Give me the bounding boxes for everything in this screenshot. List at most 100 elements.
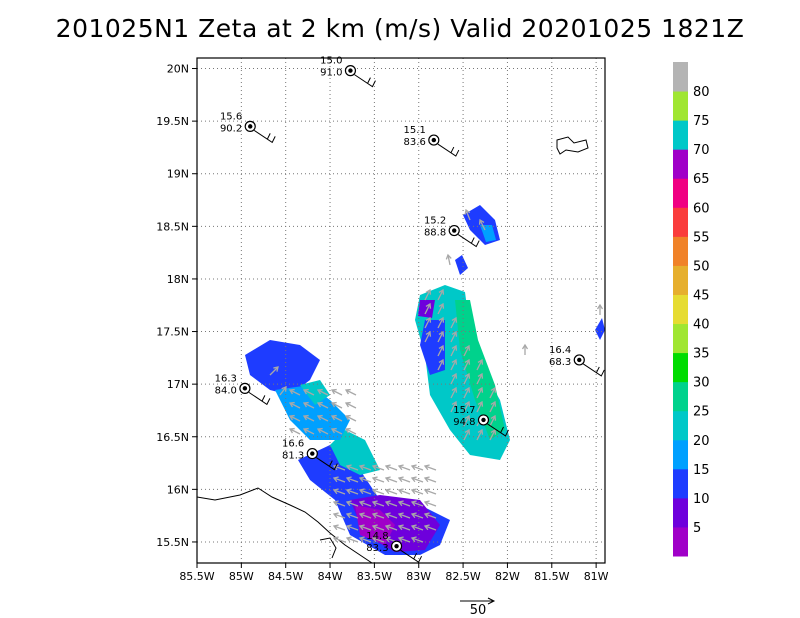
wind-arrow-head [358,488,365,495]
wind-arrow [372,525,385,531]
station-barb [437,143,460,157]
wind-arrow-head [371,500,378,507]
wind-arrow [463,387,470,399]
wind-arrow [359,489,372,495]
y-tick-label: 17N [167,378,189,391]
wind-arrow [359,537,372,543]
wind-arrow-head [410,476,417,483]
wind-arrow-head [438,288,445,295]
wind-arrow-head [464,428,471,435]
wind-arrow [476,429,483,441]
wind-arrow [398,465,411,471]
wind-arrow [317,428,329,435]
colorbar-label: 70 [693,143,710,158]
colorbar-swatch [673,352,688,383]
wind-arrow-head [425,302,432,309]
x-tick-label: 83.5W [357,570,392,583]
station-label-bottom: 90.2 [220,123,242,134]
station-label-top: 15.6 [220,111,242,122]
station-circle-inner [348,68,353,73]
wind-arrow-head [596,303,604,310]
colorbar-swatch [673,120,688,150]
station-barb [316,457,338,471]
station-circle-inner [310,451,315,456]
station-marker: 15.183.6 [404,125,460,157]
wind-arrow [465,209,471,221]
wind-arrow [450,345,457,357]
wind-arrow-head [358,512,365,519]
wind-arrow-head [438,344,445,351]
reference-vector-head [487,597,496,605]
wind-arrow [345,389,357,396]
wind-arrow [303,415,315,422]
wind-arrow-head [358,464,365,471]
y-tick-label: 18.5N [156,220,189,233]
wind-field-region [245,340,320,395]
wind-arrow-head [438,302,445,309]
wind-arrow-head [464,372,471,379]
wind-arrow [450,359,457,371]
wind-arrow-head [423,500,430,507]
coastline [319,537,337,559]
colorbar-label: 20 [693,434,710,449]
wind-arrow [333,477,346,483]
wind-arrow [346,513,359,519]
wind-arrow-head [425,316,432,323]
wind-arrow [333,537,346,543]
wind-arrow [372,465,385,471]
wind-arrow-head [478,218,485,225]
colorbar-label: 75 [693,114,710,129]
wind-arrow-head [330,414,337,421]
colorbar-swatch [673,381,688,412]
colorbar-label: 45 [693,288,710,303]
wind-arrow-head [397,524,404,531]
y-tick-label: 18N [167,273,189,286]
y-tick-label: 15.5N [156,536,189,549]
station-label-bottom: 88.8 [424,228,446,239]
wind-field-region [418,300,435,318]
wind-arrow-head [384,524,391,531]
wind-arrow-head [423,524,430,531]
wind-arrow [303,428,315,435]
wind-arrow-head [332,464,339,471]
wind-arrow-head [451,344,458,351]
wind-field-region [455,255,468,275]
station-barb [248,391,271,406]
colorbar-label: 60 [693,201,710,216]
colorbar-label: 55 [693,230,710,245]
y-tick-label: 17.5N [156,326,189,339]
wind-arrow-head [345,488,352,495]
wind-arrow [424,525,437,531]
wind-arrow [317,402,329,409]
station-barb [583,363,605,377]
wind-arrow-head [288,414,295,421]
wind-arrow-head [477,372,484,379]
wind-arrow [398,525,411,531]
colorbar-label: 65 [693,172,710,187]
wind-field-region [455,300,505,440]
wind-arrow-head [425,330,432,337]
x-tick-label: 82W [495,570,520,583]
wind-arrow-head [330,401,337,408]
wind-arrow [398,501,411,507]
station-marker: 14.883.3 [366,531,423,563]
wind-arrow [289,415,301,422]
wind-arrow-head [345,524,352,531]
wind-arrow [359,501,372,507]
wind-arrow [359,513,372,519]
wind-arrow [450,317,457,329]
colorbar-swatch [673,323,688,354]
wind-arrow [359,525,372,531]
x-tick-label: 84.5W [268,570,303,583]
colorbar-swatch [673,439,688,470]
wind-arrow [411,477,424,483]
wind-arrow-head [344,427,351,434]
station-marker: 15.288.8 [424,216,480,248]
station-barb [253,129,276,144]
y-tick-label: 16.5N [156,431,189,444]
station-label-top: 16.4 [549,345,571,356]
wind-arrow [289,389,301,396]
wind-arrow-head [490,386,497,393]
wind-arrow [359,477,372,483]
colorbar-swatch [673,178,688,208]
